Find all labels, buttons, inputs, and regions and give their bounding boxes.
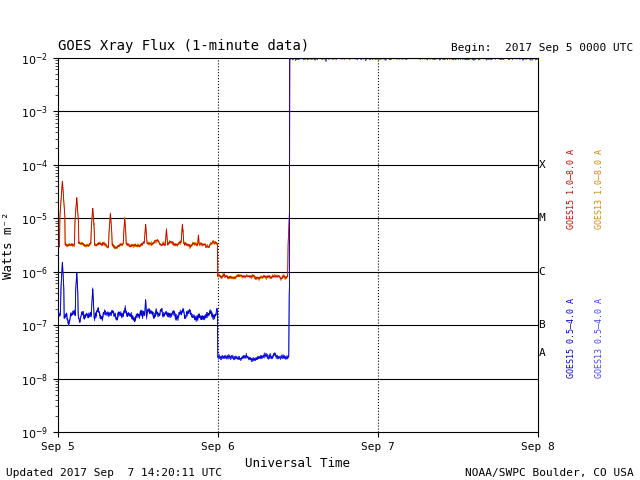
Text: Updated 2017 Sep  7 14:20:11 UTC: Updated 2017 Sep 7 14:20:11 UTC (6, 468, 223, 478)
Text: C: C (538, 266, 545, 276)
Y-axis label: Watts m⁻²: Watts m⁻² (2, 211, 15, 278)
Text: B: B (538, 320, 545, 330)
Text: GOES15 1.0–8.0 A: GOES15 1.0–8.0 A (566, 149, 576, 228)
Text: GOES Xray Flux (1-minute data): GOES Xray Flux (1-minute data) (58, 39, 309, 53)
Text: M: M (538, 213, 545, 223)
Text: NOAA/SWPC Boulder, CO USA: NOAA/SWPC Boulder, CO USA (465, 468, 634, 478)
Text: GOES13 1.0–8.0 A: GOES13 1.0–8.0 A (595, 149, 605, 228)
X-axis label: Universal Time: Universal Time (245, 457, 350, 470)
Text: GOES13 0.5–4.0 A: GOES13 0.5–4.0 A (595, 299, 605, 378)
Text: A: A (538, 348, 545, 358)
Text: Begin:  2017 Sep 5 0000 UTC: Begin: 2017 Sep 5 0000 UTC (451, 43, 634, 53)
Text: GOES15 0.5–4.0 A: GOES15 0.5–4.0 A (566, 299, 576, 378)
Text: X: X (538, 159, 545, 169)
